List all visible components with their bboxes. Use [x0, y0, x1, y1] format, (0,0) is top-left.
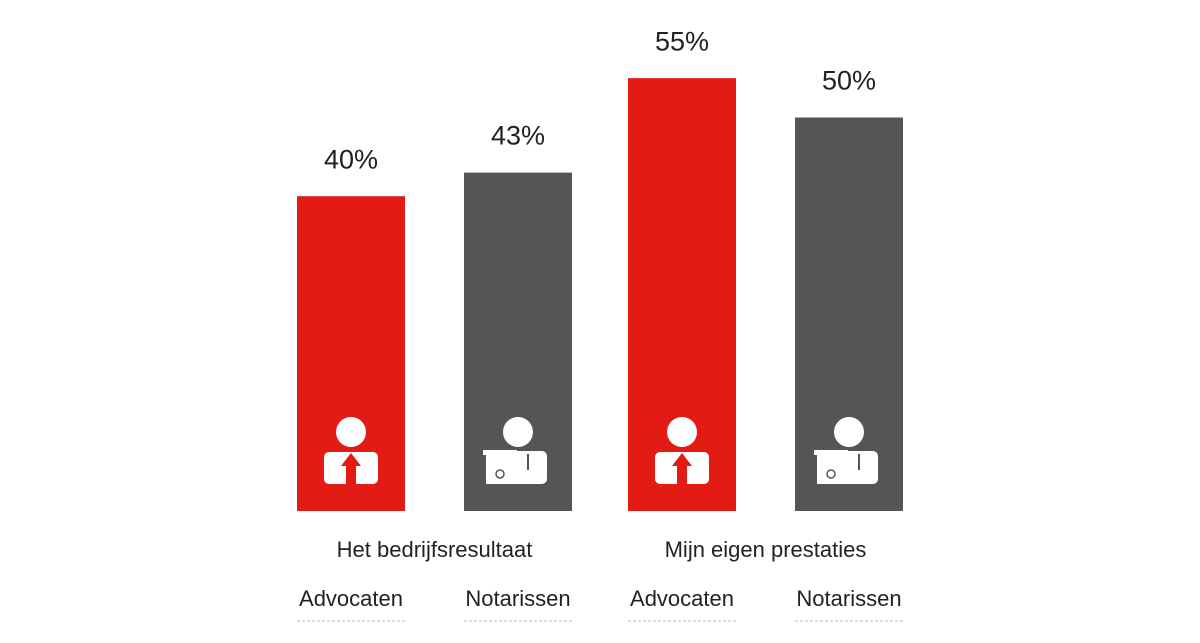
bar-icon — [483, 417, 547, 484]
icon-desk — [486, 452, 514, 484]
series-label: Notarissen — [465, 586, 570, 611]
value-label: 50% — [822, 66, 876, 96]
icon-desk-top — [483, 450, 517, 455]
icon-head — [667, 417, 697, 447]
series-label: Advocaten — [630, 586, 734, 611]
icon-seal — [826, 469, 836, 479]
value-label: 55% — [655, 26, 709, 56]
bar-icon — [324, 417, 378, 484]
category-label: Mijn eigen prestaties — [665, 537, 867, 562]
icon-head — [336, 417, 366, 447]
icon-desk — [817, 452, 845, 484]
icon-desk-top — [814, 450, 848, 455]
series-label: Notarissen — [796, 586, 901, 611]
icon-arrow — [672, 453, 692, 484]
value-label: 40% — [324, 144, 378, 174]
category-label: Het bedrijfsresultaat — [337, 537, 533, 562]
series-label: Advocaten — [299, 586, 403, 611]
icon-arrow — [341, 453, 361, 484]
icon-head — [503, 417, 533, 447]
bar-icon — [655, 417, 709, 484]
icon-seal — [495, 469, 505, 479]
bar-icon — [814, 417, 878, 484]
value-label: 43% — [491, 121, 545, 151]
icon-head — [834, 417, 864, 447]
